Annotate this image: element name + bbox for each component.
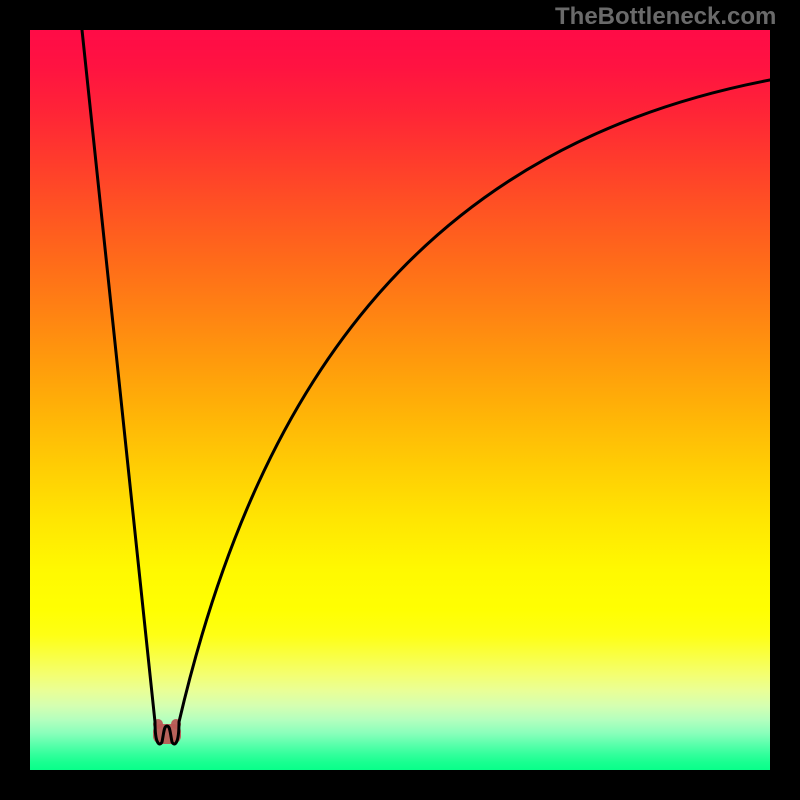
chart-container: TheBottleneck.com [0, 0, 800, 800]
plot-background [30, 30, 770, 770]
bottleneck-chart [0, 0, 800, 800]
